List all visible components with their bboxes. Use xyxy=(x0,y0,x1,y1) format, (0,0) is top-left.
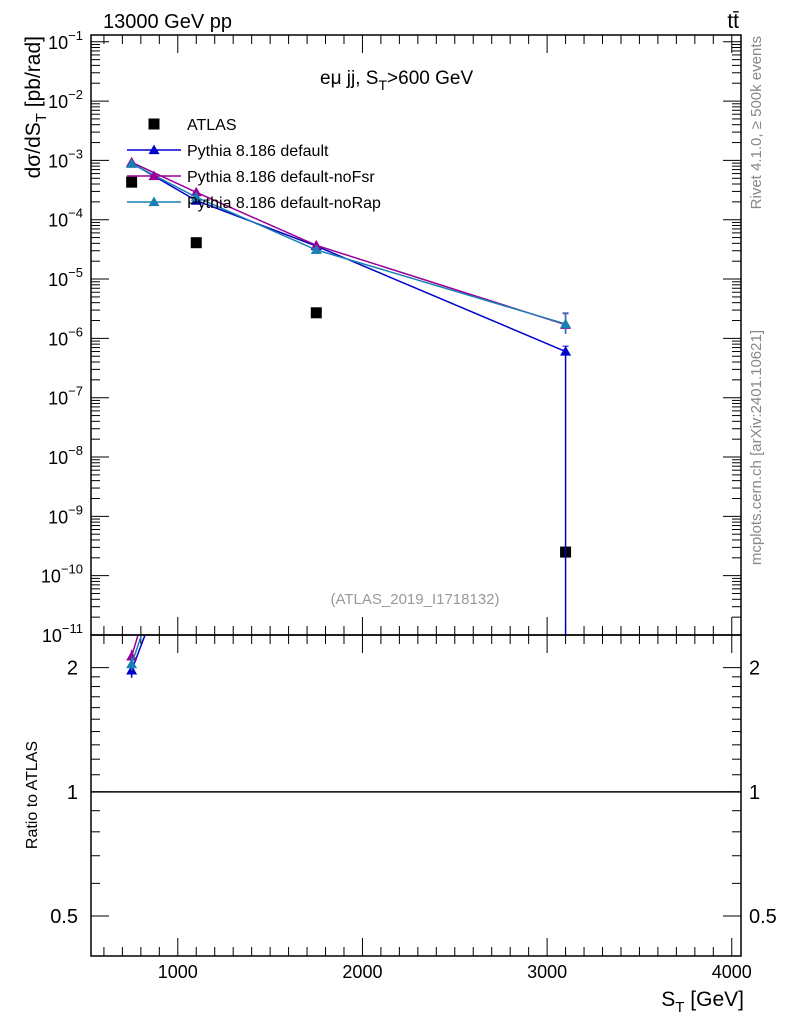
legend-label: Pythia 8.186 default-noFsr xyxy=(187,169,375,186)
rivet-version-label: Rivet 4.1.0, ≥ 500k events xyxy=(748,36,765,209)
main-plot-title: eμ jj, ST>600 GeV xyxy=(320,68,473,93)
x-tick-label: 2000 xyxy=(342,962,382,982)
y-tick-label: 10−6 xyxy=(48,324,83,349)
title-main: eμ jj, S xyxy=(320,68,378,89)
y-tick-label: 10−5 xyxy=(48,265,83,290)
legend-label: Pythia 8.186 default xyxy=(187,143,329,160)
legend-marker xyxy=(148,196,160,207)
ratio-y-tick-label: 0.5 xyxy=(749,906,777,928)
ratio-y-tick-label: 1 xyxy=(749,782,760,804)
mcplots-label: mcplots.cern.ch [arXiv:2401.10621] xyxy=(748,330,765,565)
x-axis-title: ST [GeV] xyxy=(661,988,744,1016)
ratio-panel: 0.5 0.5 1 1 2 2 Ratio to ATLAS xyxy=(24,634,777,957)
title-tail: >600 GeV xyxy=(387,68,473,89)
data-point xyxy=(310,244,322,255)
data-point xyxy=(560,318,572,329)
ratio-y-tick-label: 0.5 xyxy=(50,906,78,928)
ratio-series-2 xyxy=(126,635,143,671)
data-point xyxy=(190,191,202,202)
data-point xyxy=(190,237,202,249)
data-point xyxy=(126,176,138,188)
x-axis-title-subscript: T xyxy=(675,999,684,1016)
data-point xyxy=(310,307,322,319)
series-line xyxy=(131,163,566,325)
ratio-line xyxy=(130,635,139,657)
legend-marker xyxy=(148,118,160,130)
y-tick-label: 10−4 xyxy=(48,206,83,231)
y-tick-label: 10−2 xyxy=(48,87,83,112)
x-axis-title-tail: [GeV] xyxy=(684,988,744,1011)
series-0 xyxy=(126,176,572,558)
series-3 xyxy=(126,158,572,334)
legend-marker xyxy=(148,144,160,155)
data-point xyxy=(126,158,138,168)
title-subscript: T xyxy=(378,77,387,93)
main-panel: 10−11 10−10 10−9 10−8 10−7 10−6 10−5 10−4 10−3 10… xyxy=(22,28,742,646)
y-axis-title-main: dσ/dS xyxy=(22,122,45,178)
y-axis-title-subscript: T xyxy=(33,113,50,122)
header-right-label: tt̄ xyxy=(727,10,739,33)
main-ticks xyxy=(91,35,741,636)
x-axis-title-main: S xyxy=(661,988,675,1011)
ratio-y-tick-label: 2 xyxy=(67,658,78,680)
legend-marker xyxy=(148,170,160,181)
y-tick-label: 10−9 xyxy=(48,502,83,527)
x-tick-labels: 1000 2000 3000 4000 xyxy=(158,962,752,982)
ratio-point xyxy=(126,658,138,669)
ratio-ticks xyxy=(91,635,741,956)
ratio-frame xyxy=(90,634,742,957)
data-point xyxy=(560,346,572,356)
legend-label: ATLAS xyxy=(187,117,237,134)
ratio-y-axis-title: Ratio to ATLAS xyxy=(24,741,41,849)
y-tick-label: 10−7 xyxy=(48,384,83,409)
legend: ATLAS Pythia 8.186 default Pythia 8.186 de… xyxy=(127,117,381,212)
y-tick-label: 10−10 xyxy=(41,562,83,587)
series-line xyxy=(131,161,566,326)
y-tick-label: 10−11 xyxy=(42,621,83,646)
legend-label: Pythia 8.186 default-noRap xyxy=(187,195,381,212)
y-tick-label: 10−1 xyxy=(48,28,83,53)
x-tick-label: 4000 xyxy=(712,962,752,982)
ratio-y-tick-label: 1 xyxy=(67,782,78,804)
header-left-label: 13000 GeV pp xyxy=(103,11,232,33)
data-point xyxy=(190,186,202,197)
y-axis-title-tail: [pb/rad] xyxy=(22,36,45,113)
ratio-series-1 xyxy=(126,635,139,664)
main-series xyxy=(126,156,572,635)
ratio-line xyxy=(130,635,146,671)
ratio-y-tick-label: 2 xyxy=(749,658,760,680)
ratio-series xyxy=(126,635,146,678)
y-tick-label: 10−3 xyxy=(48,146,83,171)
y-tick-label: 10−8 xyxy=(48,443,83,468)
x-tick-label: 1000 xyxy=(158,962,198,982)
ratio-y-tick-labels: 0.5 0.5 1 1 2 2 xyxy=(50,658,777,928)
y-axis-title: dσ/dST [pb/rad] xyxy=(22,36,50,178)
analysis-watermark: (ATLAS_2019_I1718132) xyxy=(330,591,499,608)
x-tick-label: 3000 xyxy=(527,962,567,982)
